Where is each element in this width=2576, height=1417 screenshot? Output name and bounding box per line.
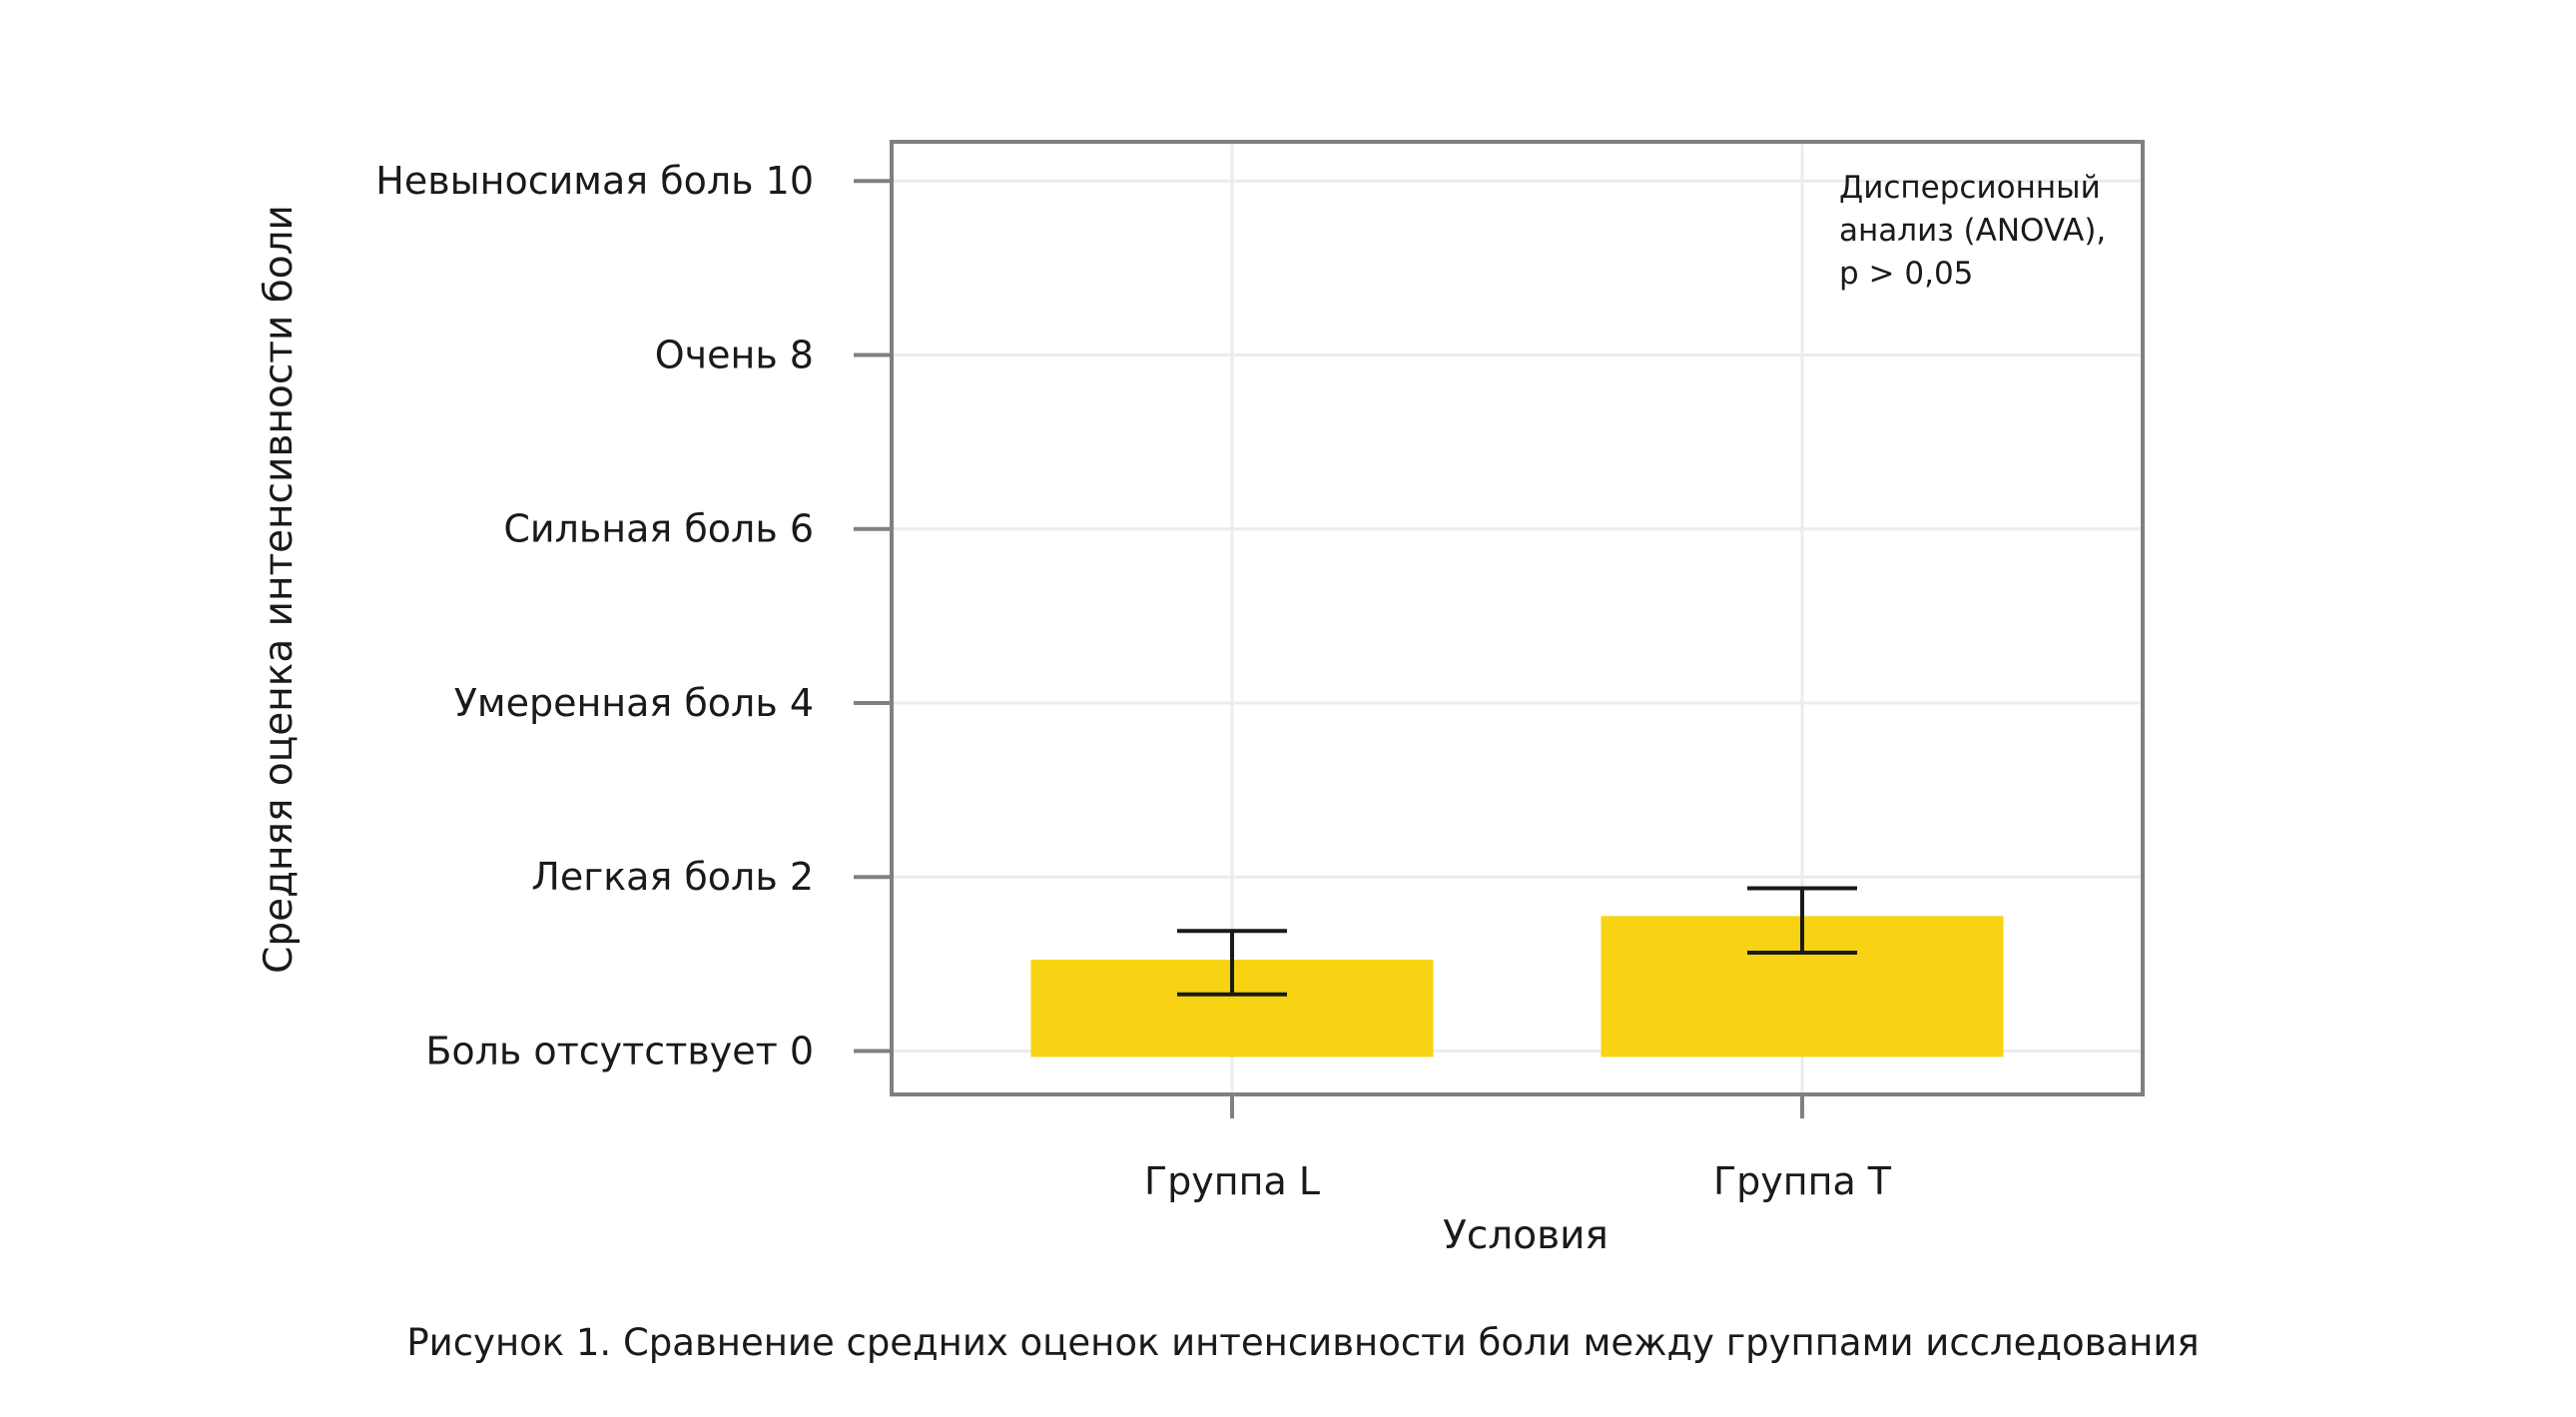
- anova-annotation: Дисперсионный анализ (ANOVA), p > 0,05: [1839, 170, 2116, 292]
- annotation-line-1: Дисперсионный: [1839, 170, 2101, 206]
- x-tick-label: Группа T: [1713, 1159, 1892, 1203]
- y-tick-label: Сильная боль 6: [503, 507, 814, 551]
- annotation-line-2: анализ (ANOVA),: [1839, 213, 2106, 249]
- y-tick-label: Боль отсутствует 0: [425, 1029, 814, 1072]
- y-tick-label: Очень 8: [655, 333, 814, 376]
- bars: [1030, 916, 2004, 1058]
- y-axis: Боль отсутствует 0 Легкая боль 2 Умеренная…: [375, 159, 892, 1072]
- y-axis-title: Средняя оценка интенсивности боли: [257, 205, 302, 974]
- figure-caption: Рисунок 1. Сравнение средних оценок инте…: [406, 1321, 2199, 1364]
- y-tick-label: Умеренная боль 4: [454, 681, 814, 725]
- y-tick-label: Невыносимая боль 10: [375, 159, 814, 203]
- plot-frame: [890, 140, 2145, 1096]
- x-axis-title: Условия: [1443, 1213, 1609, 1258]
- y-tick-label: Легкая боль 2: [531, 855, 814, 899]
- annotation-line-3: p > 0,05: [1839, 256, 1973, 292]
- grid-lines: [892, 142, 2143, 1094]
- x-tick-label: Группа L: [1144, 1159, 1320, 1203]
- error-bars: [1177, 886, 1857, 997]
- x-axis: Группа L Группа T: [1144, 1094, 1892, 1203]
